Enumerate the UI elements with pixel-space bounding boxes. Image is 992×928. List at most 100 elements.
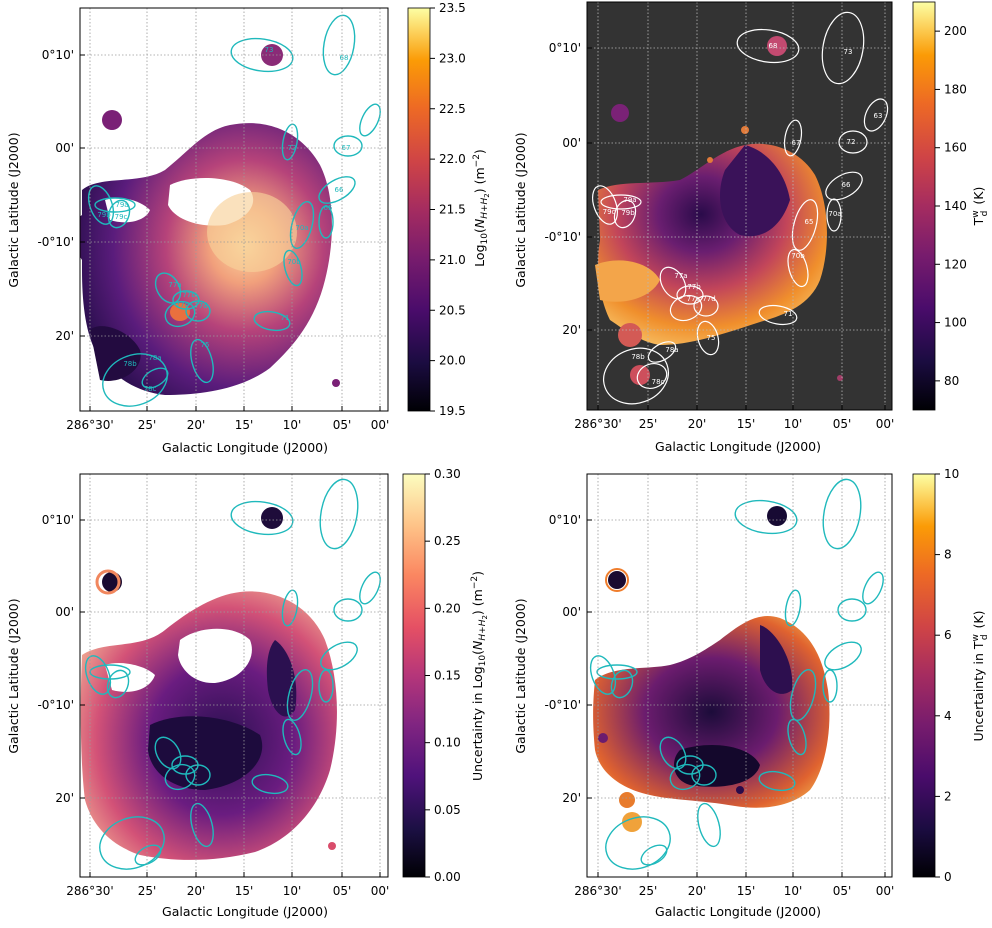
grid: [587, 474, 892, 877]
region-label: 77c: [176, 301, 189, 309]
x-tick-labels: 286°30' 25' 20' 15' 10' 05' 00': [66, 418, 389, 432]
colorbar-tick-labels: 80 100 120 140 160 180 200: [935, 24, 967, 388]
colorbar-tick-label: 120: [944, 257, 967, 271]
x-tick-label: 286°30': [574, 884, 621, 898]
x-tick-label: 00': [876, 417, 895, 431]
region-label: 79c: [603, 208, 616, 216]
colorbar-tick-label: 22.5: [439, 102, 466, 116]
x-tick-label: 05': [833, 417, 852, 431]
dust-temperature-uncertainty-map: [593, 506, 830, 832]
colorbar: [407, 7, 431, 412]
y-tick-label: 0°10': [42, 513, 74, 527]
x-tick-label: 00': [371, 884, 390, 898]
colorbar-tick-label: 21.5: [439, 203, 466, 217]
dust-temperature-map: [595, 36, 843, 385]
y-tick-label: 00': [55, 141, 74, 155]
region-label: 78b: [123, 360, 137, 368]
x-tick-label: 20': [187, 418, 206, 432]
colorbar-tick-label: 8: [944, 548, 952, 562]
region-label: 73: [265, 46, 274, 54]
region-label: 77d: [194, 302, 207, 310]
panel-dust-temperature-uncertainty: 286°30' 25' 20' 15' 10' 05' 00' 0°10' 00' -0°10'…: [513, 467, 990, 919]
region-label: 78c: [652, 378, 665, 386]
colorbar-tick-label: 0.05: [434, 803, 461, 817]
y-tick-labels: 0°10' 00' -0°10' 20': [37, 48, 74, 343]
x-tick-label: 10': [784, 884, 803, 898]
colorbar-tick-label: 0.10: [434, 736, 461, 750]
region-label: 70b: [287, 258, 301, 266]
region-label: 78a: [665, 346, 678, 354]
region-ellipses: [592, 11, 889, 405]
y-tick-label: 20': [562, 323, 581, 337]
x-axis-label: Galactic Longitude (J2000): [655, 904, 821, 919]
colorbar-tick-label: 100: [944, 316, 967, 330]
y-tick-label: 00': [562, 136, 581, 150]
x-tick-label: 286°30': [574, 417, 621, 431]
x-tick-label: 00': [371, 418, 390, 432]
region-label: 67: [792, 139, 801, 147]
colorbar-label: Log10(NH+H2) (m−2): [472, 149, 491, 267]
colorbar-tick-label: 0: [944, 870, 952, 884]
region-label: 77d: [702, 295, 715, 303]
x-tick-label: 20': [688, 417, 707, 431]
colorbar-tick-label: 140: [944, 199, 967, 213]
colorbar-tick-label: 22.0: [439, 152, 466, 166]
plot-frame: [79, 473, 389, 878]
colorbar-tick-label: 160: [944, 141, 967, 155]
panel-column-density-uncertainty: 286°30' 25' 20' 15' 10' 05' 00' 0°10' 00' -0°10'…: [6, 467, 489, 919]
colorbar-tick-label: 19.5: [439, 404, 466, 418]
region-label: 70b: [791, 252, 805, 260]
x-tick-labels: 286°30' 25' 20' 15' 10' 05' 00': [66, 884, 389, 898]
region-label: 79a: [115, 201, 128, 209]
y-tick-label: 20': [55, 329, 74, 343]
colorbar-tick-label: 20.0: [439, 354, 466, 368]
x-tick-label: 05': [333, 884, 352, 898]
y-tick-label: -0°10': [37, 235, 74, 249]
region-label: 79c: [115, 213, 128, 221]
y-tick-label: -0°10': [544, 698, 581, 712]
region-label: 77c: [687, 295, 700, 303]
x-tick-label: 10': [283, 884, 302, 898]
region-label: 65: [805, 218, 814, 226]
y-tick-label: 00': [55, 605, 74, 619]
colorbar-tick-label: 0.00: [434, 870, 461, 884]
region-label: 75: [707, 334, 716, 342]
y-tick-label: 20': [55, 791, 74, 805]
x-tick-label: 15': [737, 417, 756, 431]
colorbar: [912, 473, 936, 878]
x-tick-label: 10': [784, 417, 803, 431]
colorbar-tick-label: 6: [944, 628, 952, 642]
colorbar-label: Uncertainty in Twd (K): [971, 610, 990, 741]
y-tick-label: 0°10': [42, 48, 74, 62]
x-tick-label: 15': [235, 884, 254, 898]
colorbar-tick-label: 0.30: [434, 467, 461, 481]
region-label: 78c: [144, 385, 157, 393]
colorbar-tick-label: 180: [944, 82, 967, 96]
y-tick-labels: 0°10' 00' -0°10' 20': [544, 513, 581, 805]
region-label: 77a: [168, 281, 181, 289]
y-axis-label: Galactic Latitude (J2000): [6, 132, 21, 287]
region-label: 73: [844, 48, 853, 56]
colorbar-tick-label: 80: [944, 374, 959, 388]
region-label: 66: [842, 181, 851, 189]
x-tick-label: 25': [138, 884, 157, 898]
grid: [80, 8, 388, 411]
region-label: 71: [281, 314, 290, 322]
colorbar: [402, 473, 426, 878]
region-label: 78a: [148, 354, 161, 362]
region-label: 70a: [295, 224, 308, 232]
region-ellipses: [589, 478, 884, 870]
colorbar-tick-label: 0.25: [434, 534, 461, 548]
y-tick-labels: 0°10' 00' -0°10' 20': [544, 41, 581, 337]
x-tick-label: 25': [639, 417, 658, 431]
colorbar-label: Twd (K): [971, 187, 990, 227]
colorbar-tick-labels: 0.00 0.05 0.10 0.15 0.20 0.25 0.30: [425, 467, 461, 884]
colorbar: [912, 1, 936, 411]
colorbar-tick-labels: 19.5 20.0 20.5 21.0 21.5 22.0 22.5 23.0 23.5: [430, 1, 466, 418]
colorbar-tick-label: 4: [944, 709, 952, 723]
plot-frame: [586, 1, 893, 411]
x-tick-label: 15': [737, 884, 756, 898]
x-tick-label: 286°30': [66, 418, 113, 432]
